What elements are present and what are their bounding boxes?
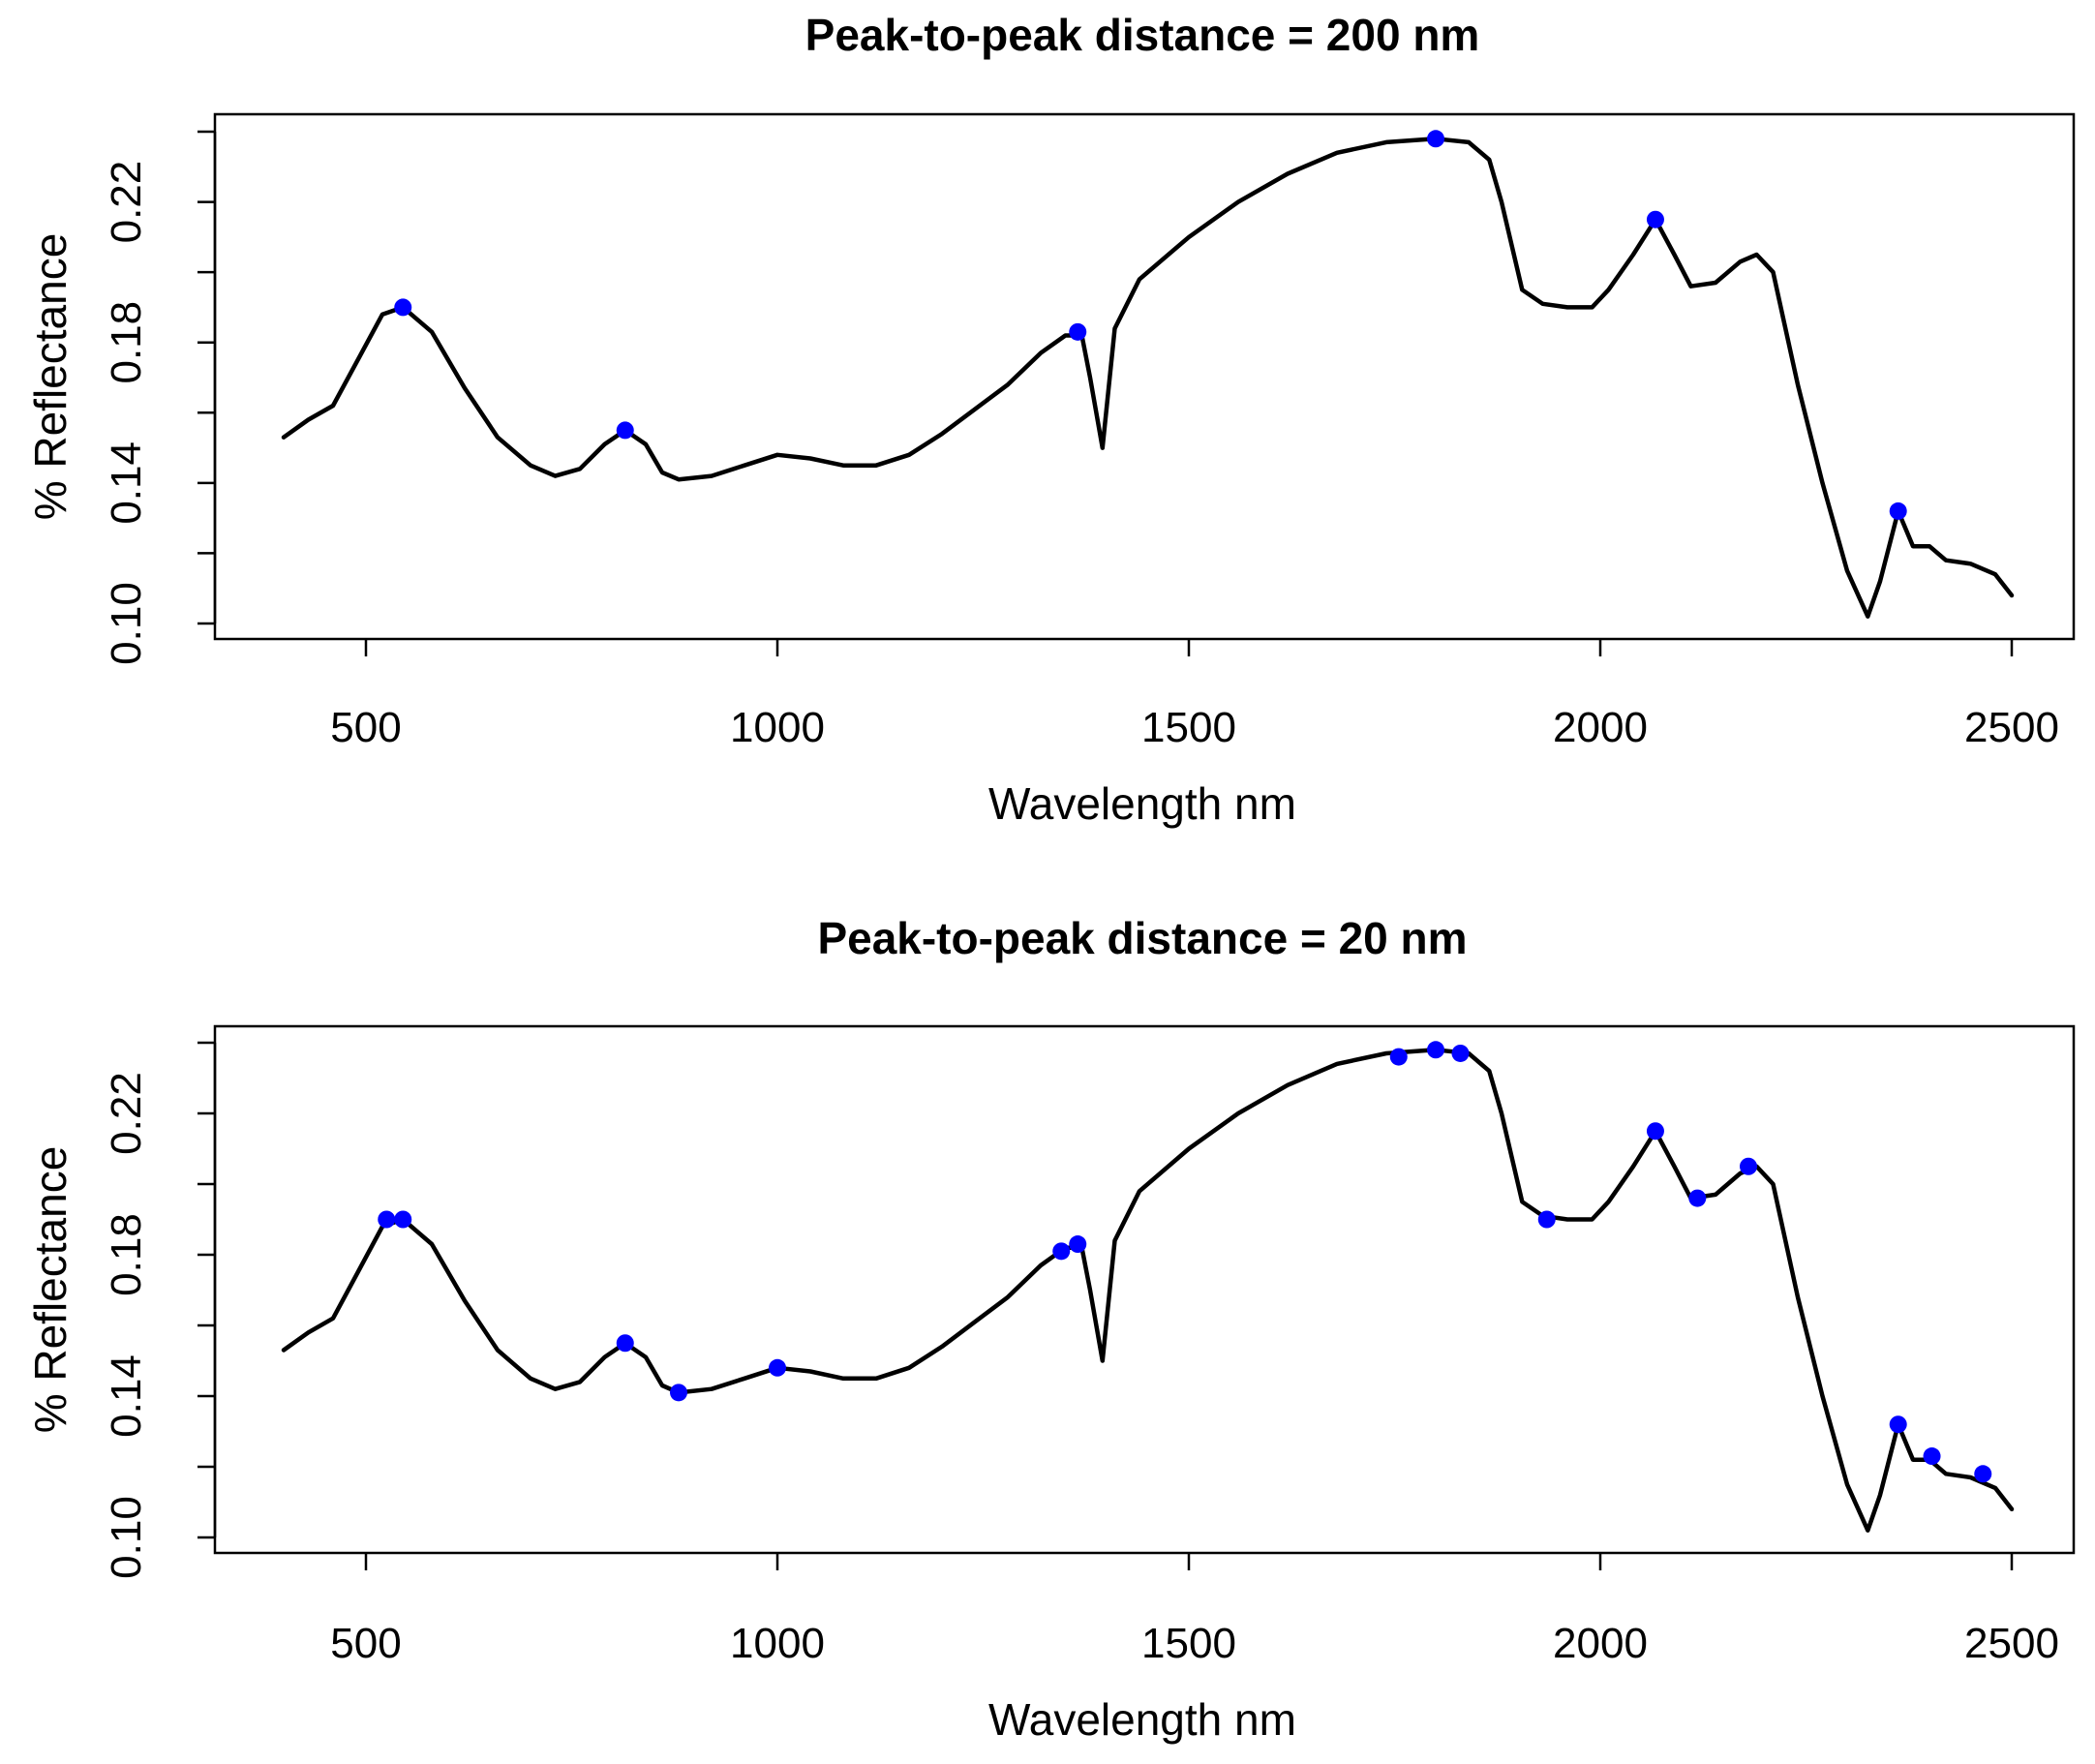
chart-2-peak-point <box>1974 1465 1992 1483</box>
chart-1-x-axis-label: Wavelength nm <box>988 778 1296 829</box>
chart-2-x-tick-label: 500 <box>330 1620 401 1667</box>
chart-2-y-tick-label: 0.14 <box>103 1354 150 1438</box>
chart-2-peak-point <box>1646 1122 1664 1141</box>
chart-1-x-tick-label: 500 <box>330 704 401 751</box>
chart-2-peak-point <box>1052 1242 1071 1261</box>
chart-1-axes: 500 1000 1500 2000 2500 0.10 0.14 0.18 0.22 <box>103 130 2059 751</box>
chart-panel-1: Peak-to-peak distance = 200 nm 500 1000 15… <box>25 10 2076 829</box>
chart-2-x-tick-label: 2000 <box>1553 1620 1648 1667</box>
chart-1-peak-point <box>1889 502 1907 520</box>
chart-2-x-tick-label: 1500 <box>1141 1620 1236 1667</box>
chart-2-x-axis-label: Wavelength nm <box>988 1694 1296 1745</box>
chart-1-title: Peak-to-peak distance = 200 nm <box>805 10 1480 60</box>
chart-1-peak-point <box>1646 210 1664 228</box>
chart-2-peak-point <box>670 1384 687 1402</box>
chart-2-peak-point <box>1389 1048 1408 1066</box>
chart-1-x-tick-label: 1000 <box>730 704 825 751</box>
chart-2-peak-point <box>616 1334 634 1353</box>
chart-1-y-tick-label: 0.22 <box>103 161 150 244</box>
chart-1-x-tick-label: 2500 <box>1964 704 2059 751</box>
chart-1-peak-point <box>394 298 412 317</box>
chart-1-y-axis-label: % Reflectance <box>25 233 76 521</box>
chart-1-x-tick-label: 2000 <box>1553 704 1648 751</box>
chart-1-series-line <box>281 137 2015 619</box>
chart-2-axes: 500 1000 1500 2000 2500 0.10 0.14 0.18 0.22 <box>103 1041 2059 1667</box>
chart-2-peak-point <box>1889 1415 1907 1434</box>
chart-2-y-tick-label: 0.22 <box>103 1072 150 1155</box>
chart-1-y-tick-label: 0.18 <box>103 301 150 384</box>
chart-2-peak-point <box>1451 1044 1470 1062</box>
chart-2-y-axis-label: % Reflectance <box>25 1146 76 1434</box>
chart-2-y-tick-label: 0.10 <box>103 1496 150 1579</box>
chart-2-peak-point <box>1537 1210 1556 1229</box>
chart-2-x-tick-label: 2500 <box>1964 1620 2059 1667</box>
chart-2-peak-point <box>769 1358 786 1377</box>
chart-2-peak-point <box>394 1210 412 1229</box>
chart-1-peak-markers <box>394 130 1907 520</box>
chart-2-x-tick-label: 1000 <box>730 1620 825 1667</box>
chart-1-y-tick-label: 0.14 <box>103 441 150 525</box>
chart-2-peak-point <box>1923 1447 1941 1466</box>
chart-2-peak-point <box>1427 1041 1444 1059</box>
chart-2-title: Peak-to-peak distance = 20 nm <box>817 913 1467 963</box>
chart-panel-2: Peak-to-peak distance = 20 nm 500 1000 150… <box>25 913 2076 1745</box>
chart-2-peak-markers <box>378 1041 1992 1483</box>
chart-1-peak-point <box>1069 322 1087 341</box>
chart-2-peak-point <box>1740 1157 1757 1175</box>
chart-1-peak-point <box>1427 130 1444 148</box>
chart-2-peak-point <box>378 1210 396 1229</box>
chart-2-peak-point <box>1069 1235 1087 1254</box>
chart-2-series-line <box>281 1048 2015 1533</box>
chart-1-x-tick-label: 1500 <box>1141 704 1236 751</box>
chart-2-peak-point <box>1688 1189 1707 1207</box>
chart-1-y-tick-label: 0.10 <box>103 582 150 665</box>
chart-2-y-tick-label: 0.18 <box>103 1213 150 1296</box>
chart-1-peak-point <box>616 421 634 440</box>
